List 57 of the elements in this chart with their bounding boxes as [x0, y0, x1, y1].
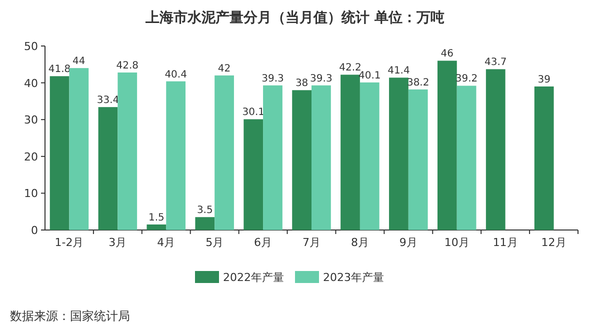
x-tick-label: 7月: [302, 236, 320, 249]
bar: [50, 76, 70, 230]
data-label: 41.4: [388, 66, 410, 77]
bar: [408, 89, 428, 230]
x-tick-label: 5月: [206, 236, 224, 249]
chart-title: 上海市水泥产量分月（当月值）统计 单位：万吨: [144, 9, 444, 26]
data-label: 42.8: [116, 60, 139, 72]
data-label: 44: [72, 56, 86, 68]
bar: [166, 81, 186, 230]
y-tick-label: 10: [24, 187, 38, 200]
data-label: 40.1: [358, 70, 381, 82]
bar: [360, 82, 380, 230]
data-label: 3.5: [196, 205, 213, 216]
x-tick-label: 10月: [444, 236, 470, 249]
bar: [146, 224, 166, 230]
x-tick-label: 3月: [108, 236, 127, 249]
bar: [486, 69, 506, 230]
x-tick-label: 6月: [254, 236, 272, 249]
bar: [292, 90, 312, 230]
bar: [437, 60, 457, 230]
y-tick-label: 20: [24, 150, 38, 164]
source-note: 数据来源：国家统计局: [10, 309, 130, 323]
data-label: 39.3: [310, 73, 332, 84]
bar: [214, 75, 234, 230]
bar: [340, 74, 360, 230]
bar: [195, 217, 215, 230]
bar: [456, 86, 476, 230]
data-label: 42.2: [339, 62, 362, 74]
data-label: 39: [538, 74, 550, 86]
x-tick-label: 8月: [350, 236, 369, 249]
y-tick-label: 30: [24, 114, 38, 127]
legend-label: 2023年产量: [323, 271, 384, 284]
bar: [244, 119, 264, 230]
y-tick-label: 50: [24, 40, 38, 53]
data-label: 46: [440, 48, 454, 60]
x-tick-label: 9月: [399, 236, 418, 249]
legend-label: 2022年产量: [223, 271, 284, 284]
data-label: 40.4: [164, 69, 187, 80]
data-label: 42: [218, 63, 231, 74]
y-tick-label: 40: [24, 76, 38, 90]
bar: [534, 86, 554, 230]
bar: [98, 107, 118, 230]
bar: [118, 72, 138, 230]
bar: [69, 68, 89, 230]
bar: [312, 85, 331, 230]
data-label: 43.7: [484, 57, 507, 68]
x-tick-label: 4月: [157, 236, 176, 249]
y-tick-label: 0: [31, 224, 38, 237]
bar: [263, 85, 282, 230]
data-label: 1.5: [148, 212, 164, 224]
data-label: 38: [295, 78, 308, 90]
bar: [389, 78, 408, 230]
data-label: 39.3: [262, 73, 284, 84]
x-tick-label: 1-2月: [54, 236, 84, 249]
x-tick-label: 11月: [492, 236, 518, 249]
data-label: 33.4: [96, 95, 120, 106]
x-tick-label: 12月: [541, 236, 566, 249]
